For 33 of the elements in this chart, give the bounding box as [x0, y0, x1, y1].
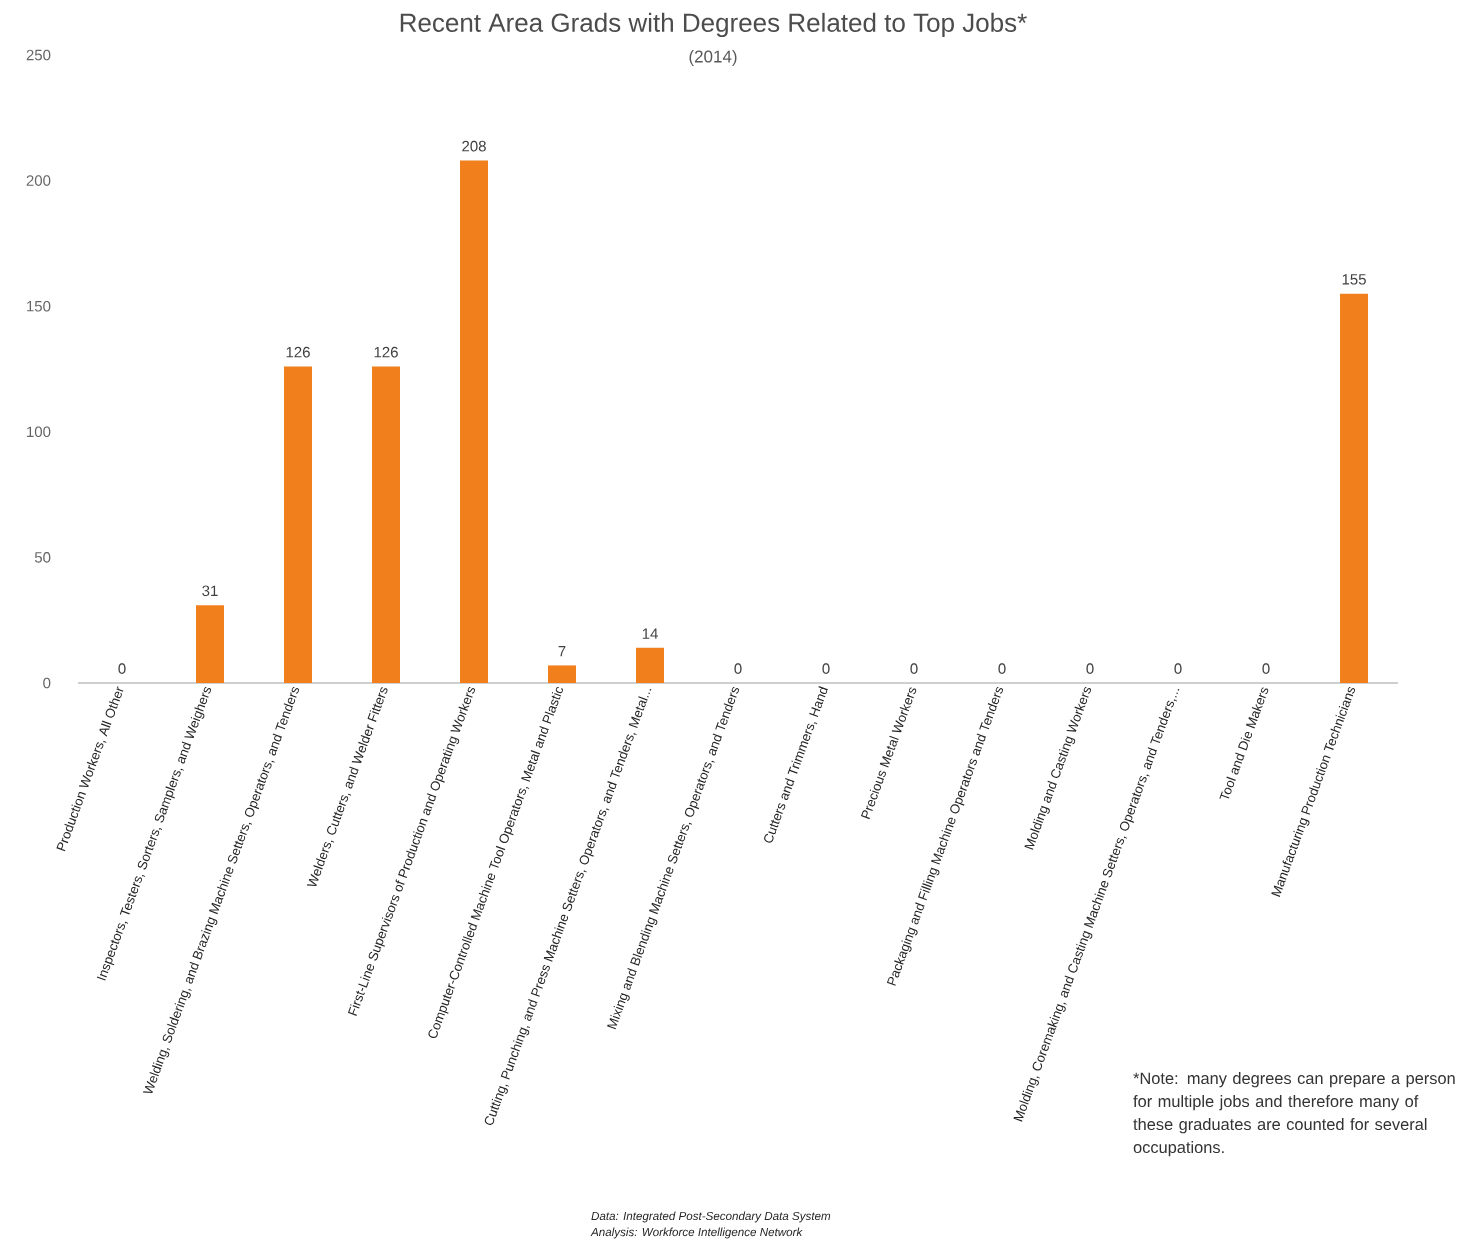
data-label: 155 — [1342, 274, 1366, 285]
data-label: 0 — [822, 663, 830, 674]
bar — [1340, 293, 1369, 683]
bar — [460, 160, 489, 683]
data-label: 0 — [1174, 663, 1182, 674]
y-tick-label: 0 — [43, 677, 51, 689]
text: Data: Integrated Post-Secondary Data System — [591, 1211, 831, 1223]
bar — [548, 665, 577, 683]
y-tick-label: 250 — [26, 49, 51, 61]
chart-subtitle: (2014) — [689, 50, 737, 66]
bar — [636, 647, 665, 683]
bar — [372, 366, 400, 683]
y-tick-label: 50 — [34, 552, 51, 563]
data-label: 0 — [734, 663, 742, 674]
y-tick-label: 150 — [27, 300, 51, 312]
text: *Note: many degrees can prepare a person for multiple jobs and therefore many of these graduates are counted for several occupations. — [1133, 1072, 1455, 1157]
chart-title: Recent Area Grads with Degrees Related to Top Jobs* — [400, 12, 1027, 38]
data-label: 126 — [374, 346, 398, 358]
data-label: 0 — [118, 663, 126, 674]
y-tick-label: 100 — [27, 426, 51, 438]
data-label: 0 — [1086, 663, 1094, 674]
y-tick-label: 200 — [26, 175, 51, 186]
bar — [284, 366, 312, 683]
data-label: 7 — [558, 646, 566, 657]
data-label: 0 — [910, 663, 918, 674]
data-label: 126 — [286, 346, 310, 358]
data-label: 0 — [998, 663, 1006, 674]
data-label: 14 — [642, 628, 658, 639]
data-label: 31 — [202, 585, 218, 597]
data-label: 208 — [462, 140, 486, 152]
text: Analysis: Workforce Intelligence Network — [590, 1227, 803, 1239]
bar — [196, 605, 224, 683]
data-label: 0 — [1262, 663, 1270, 674]
